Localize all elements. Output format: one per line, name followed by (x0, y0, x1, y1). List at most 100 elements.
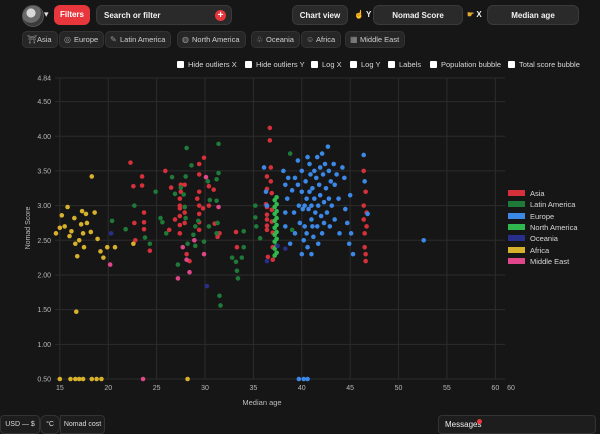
data-point[interactable] (264, 258, 270, 264)
data-point[interactable] (234, 244, 240, 250)
data-point[interactable] (196, 211, 202, 217)
data-point[interactable] (328, 179, 334, 184)
data-point[interactable] (140, 376, 146, 382)
data-point[interactable] (264, 174, 270, 179)
data-point[interactable] (195, 218, 201, 224)
data-point[interactable] (305, 154, 310, 160)
data-point[interactable] (233, 229, 239, 235)
data-point[interactable] (253, 224, 259, 229)
data-point[interactable] (314, 224, 320, 229)
data-point[interactable] (235, 276, 241, 281)
data-point[interactable] (206, 203, 212, 208)
messages-button[interactable]: Messages (438, 415, 596, 434)
data-point[interactable] (295, 182, 301, 188)
data-point[interactable] (332, 182, 337, 188)
data-point[interactable] (175, 276, 181, 281)
data-point[interactable] (309, 217, 314, 222)
data-point[interactable] (302, 203, 307, 208)
data-point[interactable] (301, 237, 307, 243)
data-point[interactable] (362, 244, 367, 250)
region-chip-asia[interactable]: ⛩ Asia (22, 31, 58, 48)
data-point[interactable] (57, 225, 63, 231)
data-point[interactable] (325, 144, 331, 149)
data-point[interactable] (184, 257, 189, 263)
data-point[interactable] (361, 217, 367, 222)
data-point[interactable] (315, 241, 321, 247)
data-point[interactable] (304, 196, 309, 201)
data-point[interactable] (257, 235, 263, 241)
data-point[interactable] (194, 196, 200, 201)
data-point[interactable] (169, 174, 175, 180)
data-point[interactable] (158, 215, 163, 221)
data-point[interactable] (313, 210, 318, 215)
data-point[interactable] (268, 165, 274, 170)
data-point[interactable] (147, 241, 153, 247)
data-point[interactable] (312, 168, 317, 174)
data-point[interactable] (317, 165, 323, 170)
data-point[interactable] (363, 251, 368, 257)
data-point[interactable] (327, 224, 333, 229)
data-point[interactable] (201, 251, 207, 257)
data-point[interactable] (178, 185, 184, 190)
data-point[interactable] (303, 179, 308, 184)
data-point[interactable] (185, 376, 190, 382)
data-point[interactable] (350, 251, 356, 257)
data-point[interactable] (192, 237, 197, 243)
data-point[interactable] (180, 244, 186, 250)
data-point[interactable] (302, 224, 307, 229)
legend-item[interactable]: Middle East (508, 257, 569, 268)
data-point[interactable] (73, 376, 78, 382)
data-point[interactable] (196, 203, 202, 208)
data-point[interactable] (274, 201, 279, 207)
data-point[interactable] (299, 251, 305, 257)
data-point[interactable] (253, 215, 258, 220)
data-point[interactable] (131, 183, 136, 189)
data-point[interactable] (76, 237, 82, 243)
data-point[interactable] (201, 239, 207, 244)
option-log-x[interactable]: Log X (311, 59, 342, 71)
data-point[interactable] (196, 172, 202, 177)
data-point[interactable] (364, 224, 369, 229)
region-chip-north-america[interactable]: ◍ North America (177, 31, 246, 48)
data-point[interactable] (89, 174, 95, 179)
data-point[interactable] (319, 151, 325, 156)
data-point[interactable] (211, 187, 217, 192)
data-point[interactable] (241, 228, 247, 234)
checkbox[interactable] (508, 61, 515, 68)
temperature-unit-toggle[interactable]: °C (40, 415, 60, 434)
data-point[interactable] (108, 231, 114, 236)
region-chip-europe[interactable]: ◎ Europe (59, 31, 105, 48)
data-point[interactable] (57, 376, 63, 382)
data-point[interactable] (196, 227, 202, 233)
data-point[interactable] (261, 165, 267, 170)
data-point[interactable] (287, 151, 293, 156)
data-point[interactable] (69, 228, 74, 234)
data-point[interactable] (216, 141, 221, 147)
data-point[interactable] (274, 194, 279, 200)
data-point[interactable] (307, 189, 312, 195)
data-point[interactable] (306, 206, 311, 212)
region-chip-oceania[interactable]: ♧ Oceania (251, 31, 300, 48)
data-point[interactable] (193, 224, 198, 229)
data-point[interactable] (336, 196, 341, 201)
data-point[interactable] (267, 138, 273, 143)
add-filter-icon[interactable]: + (215, 10, 226, 21)
data-point[interactable] (361, 152, 367, 158)
region-chip-latin-america[interactable]: ✎ Latin America (105, 31, 172, 48)
data-point[interactable] (284, 196, 290, 201)
data-point[interactable] (340, 165, 345, 170)
checkbox[interactable] (245, 61, 252, 68)
data-point[interactable] (53, 231, 59, 236)
search-input[interactable]: Search or filter + (96, 5, 232, 25)
scatter-chart[interactable]: 4.84 4.50 4.00 3.50 3.00 2.50 2.00 1.50 1.00 0.50… (0, 70, 600, 410)
data-point[interactable] (184, 145, 189, 151)
data-point[interactable] (344, 220, 350, 226)
data-point[interactable] (78, 222, 84, 227)
data-point[interactable] (346, 241, 352, 247)
data-point[interactable] (83, 211, 89, 217)
data-point[interactable] (295, 158, 301, 163)
data-point[interactable] (319, 231, 325, 236)
data-point[interactable] (72, 215, 77, 221)
data-point[interactable] (229, 255, 235, 260)
data-point[interactable] (326, 168, 332, 174)
